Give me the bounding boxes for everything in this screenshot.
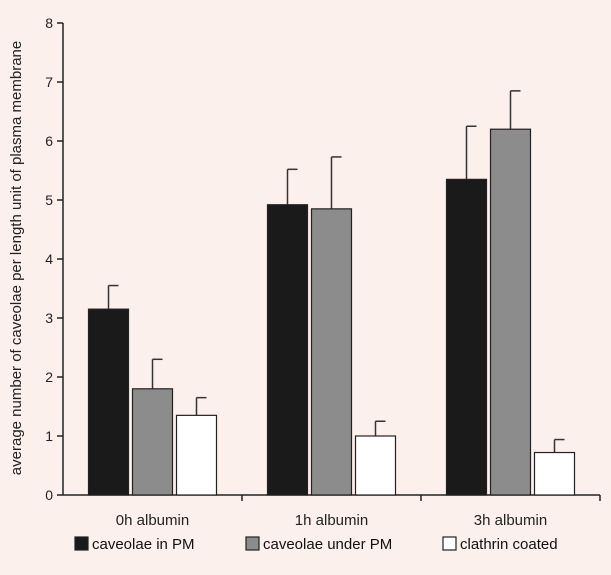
plot-area: 0 1 2 3 4 5 6 7 8 0h albumin 1h albumin 3h albumin (45, 15, 601, 529)
y-tick-label: 5 (45, 192, 53, 208)
y-tick-label: 6 (45, 133, 53, 149)
y-tick-label: 8 (45, 15, 53, 31)
y-tick-label: 4 (45, 251, 53, 267)
bar (489, 128, 532, 496)
legend: caveolae in PM caveolae under PM clathrin … (74, 536, 558, 553)
y-tick-label: 1 (45, 428, 53, 444)
bar (533, 451, 576, 496)
legend-label: caveolae under PM (263, 536, 392, 553)
y-tick-label: 2 (45, 369, 53, 385)
y-tick-label: 0 (45, 487, 53, 503)
legend-label: caveolae in PM (92, 536, 195, 553)
legend-swatch (74, 536, 89, 551)
x-category-label: 1h albumin (295, 512, 368, 529)
legend-label: clathrin coated (460, 536, 558, 553)
bar (87, 308, 130, 496)
bar (354, 435, 397, 496)
y-axis-label: average number of caveolae per length un… (8, 41, 25, 475)
bar (131, 388, 174, 496)
bar (266, 204, 309, 496)
y-tick-label: 7 (45, 74, 53, 90)
x-category-label: 3h albumin (474, 512, 547, 529)
bar (445, 178, 488, 496)
x-category-label: 0h albumin (116, 512, 189, 529)
bar (175, 414, 218, 496)
legend-swatch (442, 536, 457, 551)
y-tick-label: 3 (45, 310, 53, 326)
legend-swatch (245, 536, 260, 551)
bar (310, 208, 353, 496)
